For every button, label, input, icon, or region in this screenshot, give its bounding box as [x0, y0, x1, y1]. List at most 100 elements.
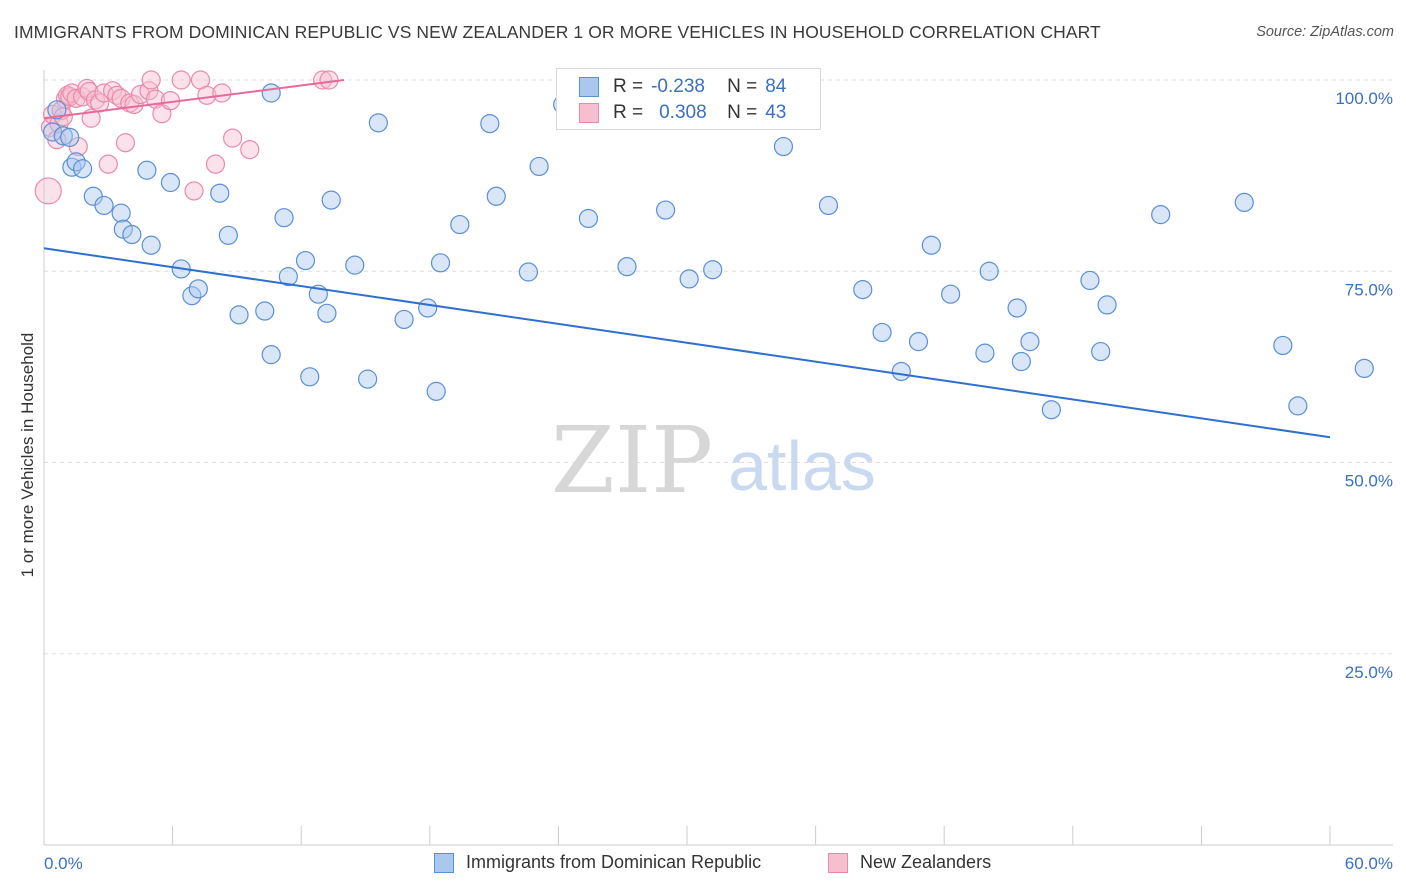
- dominican-point: [317, 303, 337, 323]
- dominican-point: [617, 257, 637, 277]
- legend-n-label: N =: [727, 76, 758, 97]
- dominican-point: [975, 343, 995, 363]
- dominican-point: [1097, 295, 1117, 315]
- series-legend-new-zealanders: New Zealanders: [828, 852, 991, 873]
- dominican-point: [345, 255, 365, 275]
- y-axis-title: 1 or more Vehicles in Household: [18, 332, 37, 578]
- dominican-point: [300, 367, 320, 387]
- y-axis-tick-labels: 25.0% 50.0% 75.0% 100.0%: [1335, 89, 1393, 682]
- dominican-point: [853, 280, 873, 300]
- dominican-point: [1020, 332, 1040, 352]
- dominican-point: [358, 369, 378, 389]
- dominican-point: [47, 100, 67, 120]
- dominican-point: [426, 381, 446, 401]
- watermark-zip: ZIP: [551, 407, 713, 514]
- x-axis-ticks: [172, 826, 1331, 845]
- series-legend-label-new-zealanders: New Zealanders: [860, 852, 992, 872]
- legend-r-label: R =: [613, 102, 644, 123]
- dominican-point: [111, 203, 131, 223]
- dominican-point: [941, 284, 961, 304]
- dominican-point: [1091, 341, 1111, 362]
- legend-r-label: R =: [613, 76, 644, 97]
- dominican-point: [137, 160, 157, 180]
- dominican-point: [122, 224, 142, 245]
- nz-point: [313, 70, 333, 90]
- dominican-point: [278, 267, 298, 287]
- dominican-point: [368, 113, 388, 133]
- nz-point: [240, 140, 260, 160]
- nz-point: [34, 177, 62, 205]
- dominican-point: [891, 361, 911, 382]
- dominican-point: [60, 127, 80, 147]
- dominican-point: [229, 305, 249, 325]
- dominican-point: [480, 114, 500, 134]
- nz-point: [98, 154, 118, 174]
- dominican-point: [1288, 396, 1308, 416]
- dominican-point: [872, 322, 892, 343]
- dominican-point: [486, 186, 506, 206]
- dominican-point: [274, 208, 294, 228]
- new-zealanders-trend-line: [43, 79, 345, 120]
- legend-row-new-zealanders: R = 0.308 N = 43: [579, 100, 786, 126]
- source-label: Source: ZipAtlas.com: [1256, 24, 1394, 40]
- dominican-point: [1273, 335, 1293, 356]
- series-legend-swatch-new-zealanders: [828, 852, 848, 873]
- dominican-point: [529, 156, 549, 177]
- legend-n-value-dominican: 84: [765, 76, 787, 97]
- dominican-point: [218, 225, 238, 245]
- series-legend-label-dominican: Immigrants from Dominican Republic: [466, 852, 762, 872]
- gridlines: [44, 79, 1393, 655]
- dominican-point: [1354, 358, 1374, 379]
- dominican-point: [42, 122, 63, 142]
- y-tick-label-75: 75.0%: [1345, 280, 1393, 299]
- nz-point: [141, 70, 161, 90]
- dominican-point: [1007, 298, 1027, 318]
- dominican-point: [53, 126, 73, 146]
- dominican-point: [1151, 205, 1171, 225]
- dominican-point: [1234, 192, 1254, 212]
- dominican-point: [921, 235, 941, 255]
- chart-title: IMMIGRANTS FROM DOMINICAN REPUBLIC VS NE…: [14, 22, 1101, 42]
- nz-point: [184, 181, 204, 201]
- legend-n-value-new-zealanders: 43: [765, 102, 787, 123]
- legend-r-value-new-zealanders: 0.308: [659, 102, 707, 123]
- nz-point: [205, 154, 226, 174]
- dominican-point: [94, 195, 114, 216]
- nz-point: [171, 70, 191, 90]
- dominican-point: [261, 345, 281, 365]
- dominican-point: [261, 83, 281, 103]
- x-tick-label-min: 0.0%: [44, 854, 83, 873]
- dominican-point: [578, 208, 599, 229]
- dominican-point: [72, 159, 93, 179]
- dominican-point: [1080, 270, 1100, 291]
- legend-swatch-new-zealanders: [579, 103, 599, 123]
- series-legend-swatch-dominican: [434, 852, 454, 873]
- legend-n-label: N =: [727, 102, 758, 123]
- y-tick-label-100: 100.0%: [1335, 89, 1393, 108]
- dominican-point: [418, 298, 438, 318]
- dominican-point: [188, 279, 208, 299]
- dominican-point: [141, 235, 161, 255]
- dominican-point: [979, 261, 999, 281]
- legend-row-dominican: R = -0.238 N = 84: [579, 74, 786, 100]
- correlation-legend: R = -0.238 N = 84 R = 0.308 N = 43: [556, 68, 821, 130]
- dominican-point: [160, 172, 181, 193]
- x-tick-label-max: 60.0%: [1345, 854, 1393, 873]
- axes: [43, 70, 1393, 846]
- new-zealanders-points: [34, 70, 339, 205]
- dominican-point: [394, 309, 414, 330]
- dominican-point: [255, 301, 275, 321]
- dominican-points: [42, 83, 1374, 420]
- dominican-point: [908, 332, 929, 352]
- dominican-point: [655, 200, 676, 220]
- dominican-point: [818, 195, 839, 216]
- dominican-point: [450, 214, 470, 235]
- legend-swatch-dominican: [579, 77, 599, 97]
- legend-r-value-dominican: -0.238: [651, 76, 705, 97]
- series-legend-dominican: Immigrants from Dominican Republic: [434, 852, 761, 873]
- dominican-point: [1011, 351, 1031, 372]
- nz-point: [115, 133, 136, 153]
- dominican-point: [703, 260, 723, 280]
- dominican-point: [1041, 400, 1061, 420]
